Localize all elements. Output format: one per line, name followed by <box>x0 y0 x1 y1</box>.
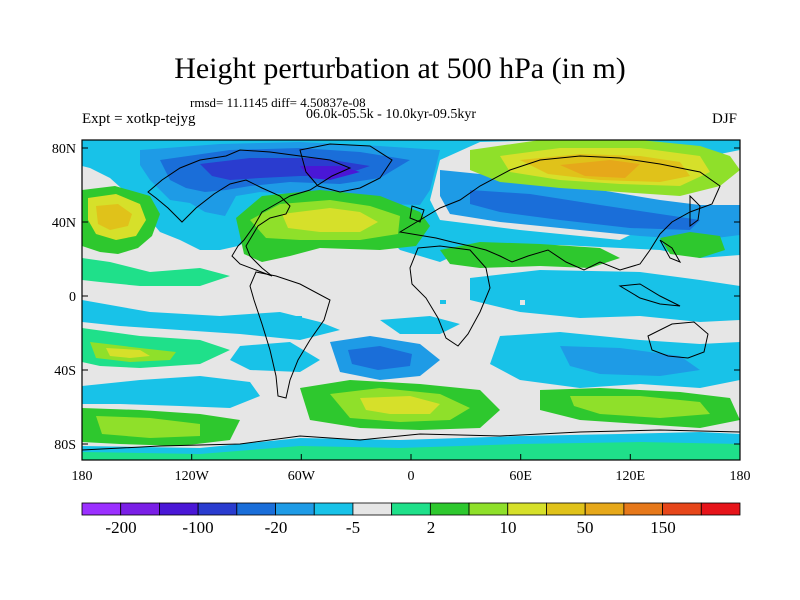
lon-tick-label: 60E <box>509 469 532 484</box>
colorbar-label: 50 <box>577 518 594 537</box>
colorbar-swatch <box>391 502 431 516</box>
colorbar-swatch <box>197 502 238 516</box>
lon-tick-label: 180 <box>72 469 93 484</box>
lon-tick-label: 60W <box>288 469 316 484</box>
colorbar-swatch <box>159 502 199 516</box>
coastlines <box>82 143 740 451</box>
longitude-axis: 180 120W 60W 0 60E 120E 180 <box>72 469 751 484</box>
season-label: DJF <box>712 111 738 127</box>
rmsd-diff-stats: rmsd= 11.1145 diff= 4.50837e-08 <box>190 95 366 110</box>
lat-tick-label: 80S <box>54 438 76 453</box>
experiment-label: Expt = xotkp-tejyg <box>82 111 196 127</box>
colorbar-label: 2 <box>427 518 436 537</box>
colorbar-swatch <box>275 502 315 516</box>
lon-tick-label: 0 <box>408 469 415 484</box>
colorbar-label: -5 <box>346 518 360 537</box>
lon-tick-label: 120E <box>616 469 646 484</box>
colorbar-swatch <box>81 502 122 516</box>
latitude-axis: 80N 40N 0 40S 80S <box>52 142 76 453</box>
colorbar-swatch <box>507 502 547 516</box>
lon-tick-label: 120W <box>175 469 210 484</box>
colorbar-swatch <box>662 502 702 516</box>
colorbar-swatch <box>546 502 586 516</box>
contour-field <box>82 140 740 460</box>
colorbar-label: -200 <box>105 518 136 537</box>
colorbar-swatch <box>623 502 663 516</box>
lat-tick-label: 0 <box>69 290 76 305</box>
colorbar-label: -100 <box>182 518 213 537</box>
map-title: Height perturbation at 500 hPa (in m) <box>174 52 626 85</box>
lat-tick-label: 40S <box>54 364 76 379</box>
colorbar-swatch <box>236 502 276 516</box>
colorbar-swatch <box>584 502 625 516</box>
colorbar-labels: -200 -100 -20 -5 2 10 50 150 <box>105 518 675 537</box>
colorbar <box>81 502 741 516</box>
colorbar-swatch <box>468 502 509 516</box>
lat-tick-label: 40N <box>52 216 76 231</box>
colorbar-swatch <box>313 502 354 516</box>
colorbar-label: 150 <box>650 518 676 537</box>
lon-tick-label: 180 <box>730 469 751 484</box>
tick-marks <box>81 147 741 460</box>
colorbar-label: 10 <box>500 518 517 537</box>
colorbar-swatch <box>120 502 160 516</box>
colorbar-swatch <box>700 502 741 516</box>
lat-tick-label: 80N <box>52 142 76 157</box>
period-label: 06.0k-05.5k - 10.0kyr-09.5kyr <box>306 107 477 122</box>
colorbar-label: -20 <box>265 518 288 537</box>
colorbar-swatch <box>352 502 393 516</box>
colorbar-swatch <box>429 502 470 516</box>
